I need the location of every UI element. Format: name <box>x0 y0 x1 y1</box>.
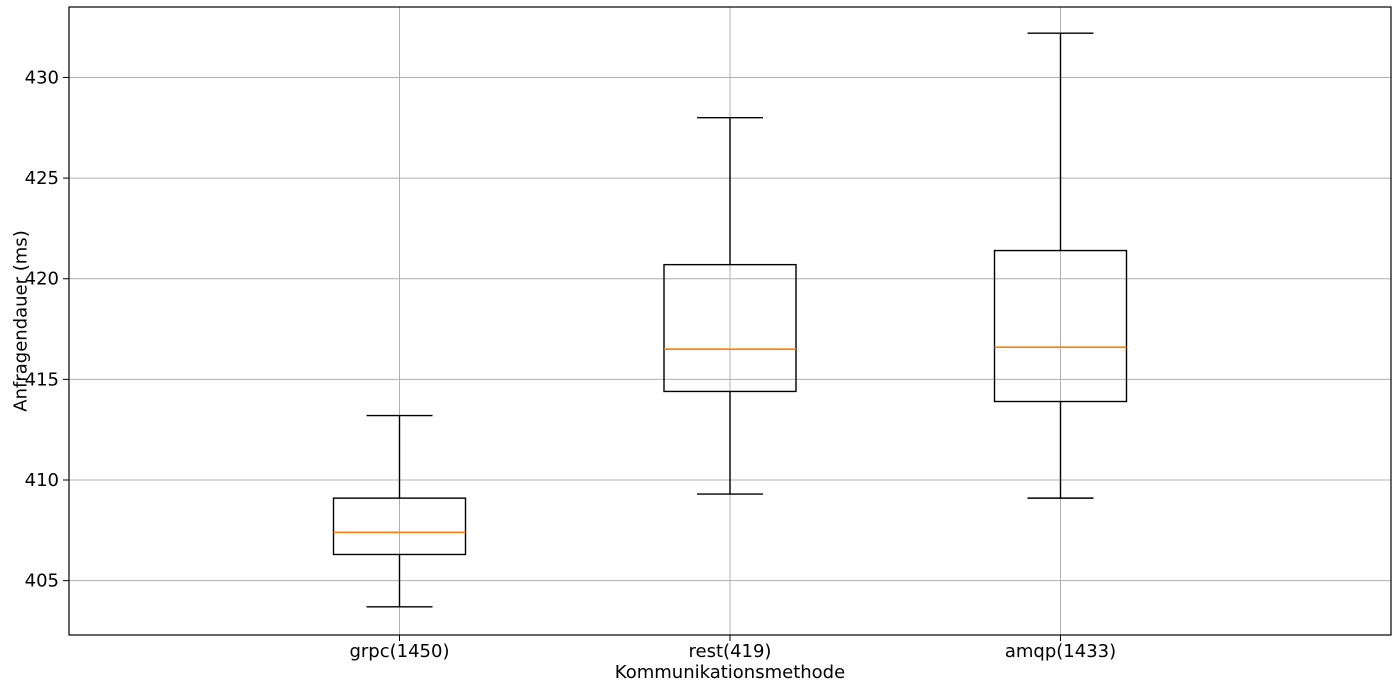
y-tick-label: 420 <box>25 269 59 290</box>
y-axis: 405 410 415 420 425 430 <box>25 67 69 592</box>
box-1 <box>332 414 467 608</box>
x-tick-label: rest(419) <box>689 641 772 662</box>
iqr-box <box>663 263 797 393</box>
x-tick-label: grpc(1450) <box>349 641 449 662</box>
box-3 <box>993 32 1128 499</box>
x-axis-label: Kommunikationsmethode <box>615 662 845 683</box>
y-tick-label: 425 <box>25 168 59 189</box>
y-tick-label: 410 <box>25 470 59 491</box>
iqr-box <box>993 249 1128 403</box>
box-2 <box>663 117 797 495</box>
y-tick-label: 430 <box>25 67 59 88</box>
y-tick-label: 415 <box>25 369 59 390</box>
x-tick-label: amqp(1433) <box>1005 641 1116 662</box>
y-tick-label: 405 <box>25 571 59 592</box>
x-axis: grpc(1450) rest(419) amqp(1433) <box>349 635 1116 662</box>
grid-lines <box>69 7 1391 635</box>
box-plot-series <box>332 32 1128 608</box>
y-axis-label: Anfragendauer (ms) <box>10 230 31 411</box>
iqr-box <box>332 497 467 556</box>
